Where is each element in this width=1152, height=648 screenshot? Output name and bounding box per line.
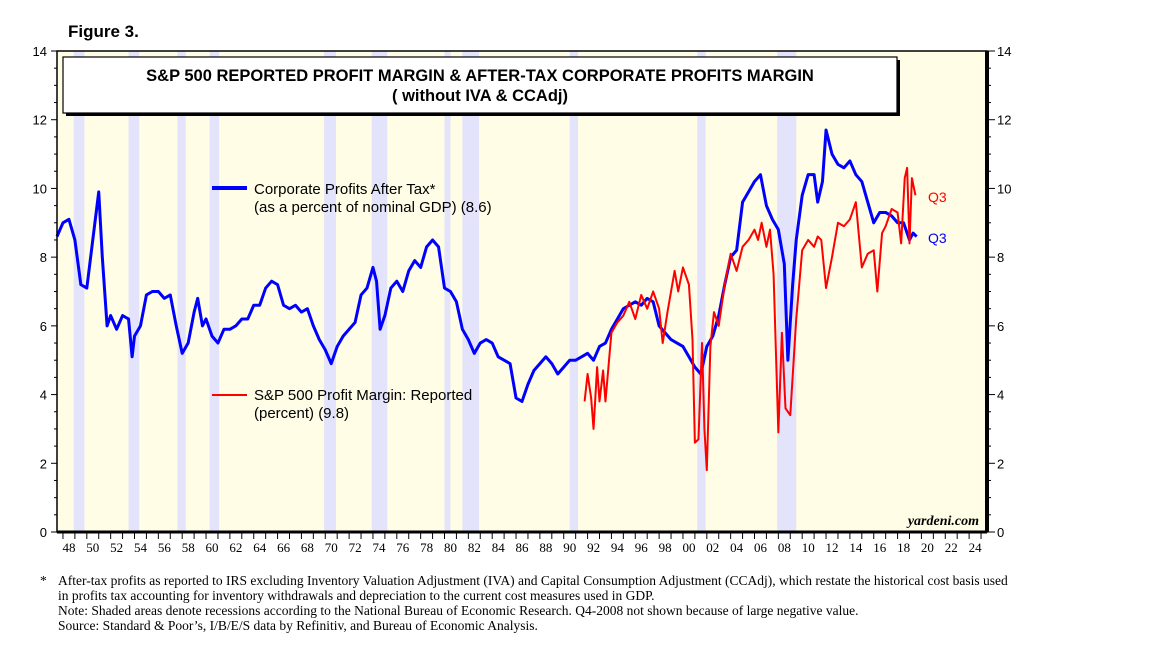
legend-label-blue-2: (as a percent of nominal GDP) (8.6)	[254, 199, 492, 216]
y-tick-label-right: 8	[997, 250, 1004, 265]
x-tick-label: 52	[110, 540, 123, 555]
recession-band	[73, 51, 85, 532]
chart-title: S&P 500 REPORTED PROFIT MARGIN & AFTER-T…	[146, 67, 814, 85]
y-tick-label-right: 10	[997, 181, 1011, 196]
y-tick-label-left: 12	[33, 113, 47, 128]
y-tick-label-right: 14	[997, 44, 1011, 59]
x-tick-label: 06	[754, 540, 768, 555]
x-tick-label: 98	[659, 540, 672, 555]
recession-band	[697, 51, 706, 532]
y-tick-label-left: 8	[40, 250, 47, 265]
y-tick-label-left: 4	[40, 388, 47, 403]
recession-band	[324, 51, 336, 532]
x-tick-label: 24	[969, 540, 983, 555]
x-tick-label: 78	[420, 540, 433, 555]
x-tick-label: 88	[539, 540, 552, 555]
x-tick-label: 22	[945, 540, 958, 555]
legend-label-red-2: (percent) (9.8)	[254, 405, 349, 422]
x-tick-label: 72	[349, 540, 362, 555]
x-tick-label: 58	[182, 540, 195, 555]
x-tick-label: 20	[921, 540, 934, 555]
series-lines	[55, 128, 918, 472]
legend-label-blue: Corporate Profits After Tax*	[254, 181, 436, 198]
y-tick-label-left: 6	[40, 319, 47, 334]
footnote-ivA: After-tax profits as reported to IRS exc…	[58, 573, 1008, 603]
x-tick-label: 02	[706, 540, 719, 555]
y-tick-label-left: 14	[33, 44, 47, 59]
recession-band	[177, 51, 186, 532]
x-tick-label: 12	[826, 540, 839, 555]
x-tick-label: 00	[682, 540, 695, 555]
recession-band	[209, 51, 220, 532]
x-tick-label: 68	[301, 540, 314, 555]
x-tick-label: 96	[635, 540, 649, 555]
x-tick-label: 10	[802, 540, 815, 555]
corporate-profits-line	[55, 128, 918, 403]
plot-background	[57, 51, 987, 532]
legend-label-red: S&P 500 Profit Margin: Reported	[254, 387, 472, 404]
chart-subtitle: ( without IVA & CCAdj)	[392, 87, 568, 105]
y-tick-label-left: 10	[33, 181, 47, 196]
x-tick-label: 08	[778, 540, 791, 555]
x-tick-label: 62	[229, 540, 242, 555]
x-tick-label: 86	[516, 540, 530, 555]
y-tick-label-right: 0	[997, 525, 1004, 540]
y-tick-label-right: 6	[997, 319, 1004, 334]
x-tick-label: 84	[492, 540, 506, 555]
x-tick-label: 60	[206, 540, 219, 555]
recession-band	[462, 51, 480, 532]
figure-label: Figure 3.	[68, 22, 139, 41]
footnote-source: Source: Standard & Poor’s, I/B/E/S data …	[58, 618, 538, 633]
y-tick-label-left: 2	[40, 456, 47, 471]
x-tick-label: 64	[253, 540, 267, 555]
x-tick-label: 74	[372, 540, 386, 555]
footnote-star: *	[40, 573, 47, 588]
x-tick-label: 14	[849, 540, 863, 555]
recession-band	[128, 51, 140, 532]
x-tick-label: 90	[563, 540, 576, 555]
x-tick-label: 54	[134, 540, 148, 555]
footnotes: After-tax profits as reported to IRS exc…	[58, 573, 1018, 633]
recession-band	[371, 51, 388, 532]
x-tick-label: 18	[897, 540, 910, 555]
x-tick-label: 50	[86, 540, 99, 555]
end-label-blue: Q3	[928, 230, 947, 246]
x-tick-label: 70	[325, 540, 338, 555]
end-label-red: Q3	[928, 189, 947, 205]
x-tick-label: 66	[277, 540, 291, 555]
recession-band	[569, 51, 579, 532]
x-tick-label: 82	[468, 540, 481, 555]
y-tick-label-right: 2	[997, 456, 1004, 471]
x-tick-label: 94	[611, 540, 625, 555]
x-tick-label: 04	[730, 540, 744, 555]
y-tick-label-right: 4	[997, 388, 1004, 403]
sp500-margin-line	[583, 166, 917, 472]
x-tick-label: 76	[396, 540, 410, 555]
x-tick-label: 16	[873, 540, 887, 555]
footnote-note: Note: Shaded areas denote recessions acc…	[58, 603, 859, 618]
watermark: yardeni.com	[906, 514, 979, 529]
x-tick-label: 92	[587, 540, 600, 555]
y-tick-label-right: 12	[997, 113, 1011, 128]
x-tick-label: 80	[444, 540, 457, 555]
x-tick-label: 56	[158, 540, 172, 555]
y-tick-label-left: 0	[40, 525, 47, 540]
x-tick-label: 48	[62, 540, 75, 555]
